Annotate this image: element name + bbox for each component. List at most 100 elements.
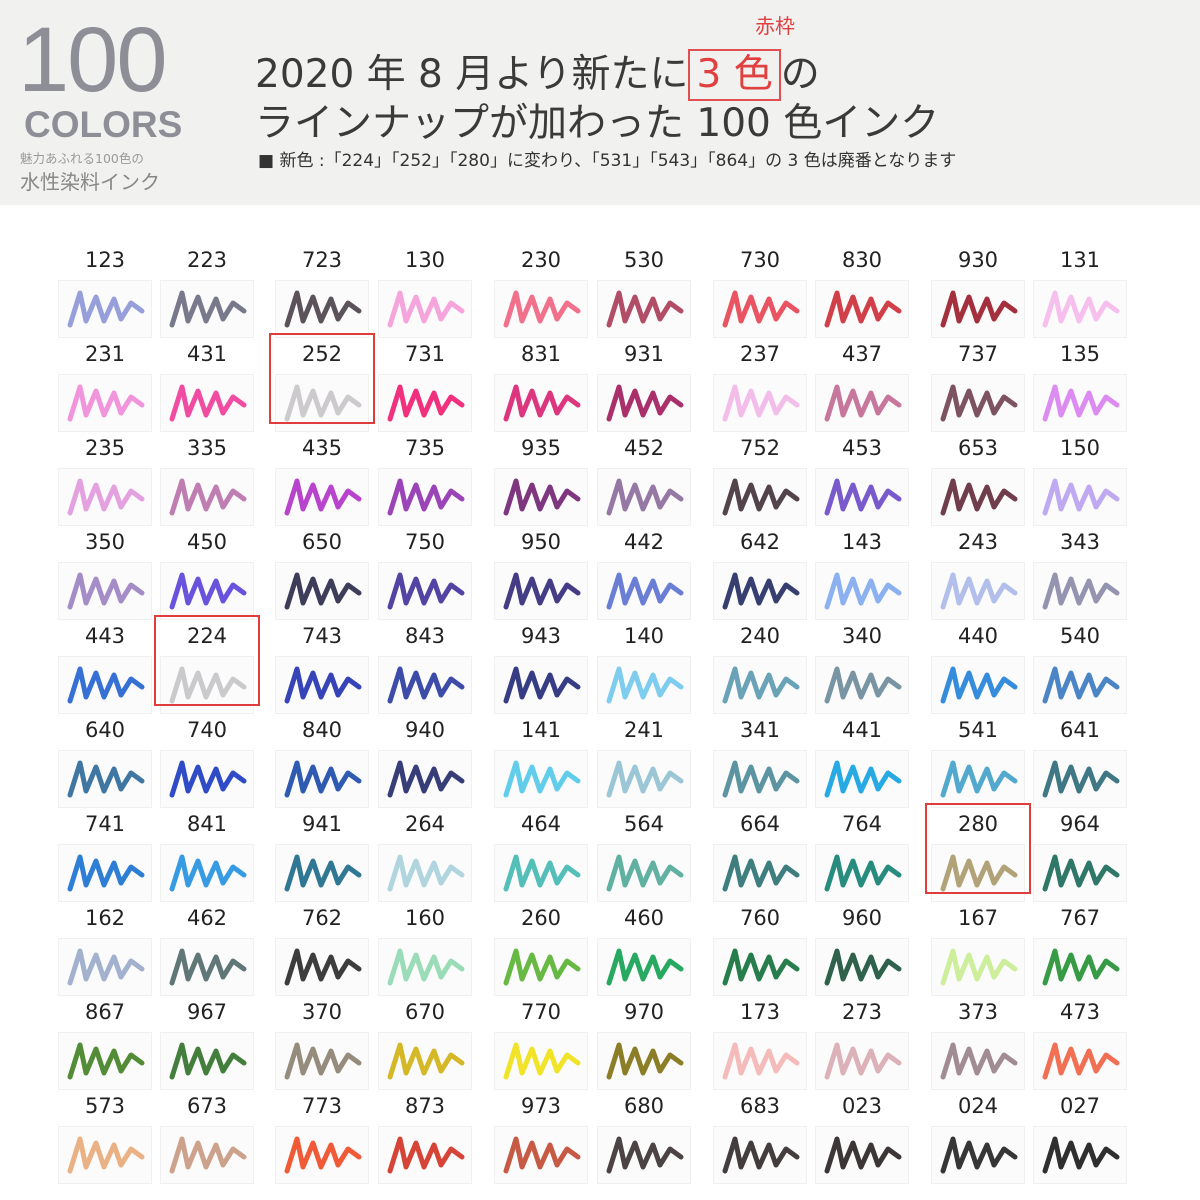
ink-swatch: 930: [928, 246, 1028, 338]
ink-squiggle: [722, 760, 800, 798]
ink-squiggle: [940, 290, 1018, 328]
ink-code: 873: [404, 1094, 446, 1118]
ink-swatch: 123: [55, 246, 155, 338]
ink-swatch: 764: [812, 810, 912, 902]
ink-squiggle: [824, 666, 902, 704]
ink-squiggle: [606, 1042, 684, 1080]
ink-swatch: 743: [272, 622, 372, 714]
ink-code: 135: [1059, 342, 1101, 366]
ink-squiggle: [169, 854, 247, 892]
ink-squiggle: [387, 478, 465, 516]
ink-squiggle: [284, 760, 362, 798]
ink-stroke: [275, 750, 369, 808]
ink-squiggle: [722, 854, 800, 892]
ink-squiggle: [606, 1136, 684, 1174]
ink-stroke: [58, 1032, 152, 1090]
ink-swatch: 640: [55, 716, 155, 808]
ink-squiggle: [824, 854, 902, 892]
ink-swatch: 573: [55, 1092, 155, 1184]
ink-code: 237: [739, 342, 781, 366]
ink-swatch: 680: [594, 1092, 694, 1184]
ink-squiggle: [503, 478, 581, 516]
ink-code: 764: [841, 812, 883, 836]
ink-stroke: [160, 1032, 254, 1090]
ink-code: 673: [186, 1094, 228, 1118]
ink-swatch: 723: [272, 246, 372, 338]
ink-swatch: 130: [375, 246, 475, 338]
ink-swatch: 770: [491, 998, 591, 1090]
ink-swatch: 683: [710, 1092, 810, 1184]
ink-swatch: 750: [375, 528, 475, 620]
ink-code: 740: [186, 718, 228, 742]
ink-code: 240: [739, 624, 781, 648]
ink-swatch: 767: [1030, 904, 1130, 996]
ink-swatch: 150: [1030, 434, 1130, 526]
ink-code: 340: [841, 624, 883, 648]
ink-swatch: 530: [594, 246, 694, 338]
ink-stroke: [713, 1032, 807, 1090]
ink-code: 160: [404, 906, 446, 930]
ink-squiggle: [503, 948, 581, 986]
ink-stroke: [931, 280, 1025, 338]
ink-swatch: 867: [55, 998, 155, 1090]
subtitle: 水性染料インク: [20, 170, 160, 194]
ink-squiggle: [824, 290, 902, 328]
ink-code: 460: [623, 906, 665, 930]
ink-code: 723: [301, 248, 343, 272]
ink-stroke: [58, 938, 152, 996]
ink-code: 653: [957, 436, 999, 460]
ink-stroke: [931, 1032, 1025, 1090]
ink-stroke: [378, 750, 472, 808]
ink-stroke: [597, 844, 691, 902]
ink-swatch: 440: [928, 622, 1028, 714]
ink-swatch: 340: [812, 622, 912, 714]
ink-stroke: [815, 562, 909, 620]
ink-swatch: 135: [1030, 340, 1130, 432]
ink-stroke: [494, 938, 588, 996]
ink-squiggle: [169, 290, 247, 328]
ink-swatch: 473: [1030, 998, 1130, 1090]
title-line-2: ラインナップが加わった 100 色インク: [255, 101, 940, 146]
ink-stroke: [58, 280, 152, 338]
ink-swatch: 960: [812, 904, 912, 996]
ink-stroke: [713, 656, 807, 714]
ink-swatch: 840: [272, 716, 372, 808]
ink-swatch: 441: [812, 716, 912, 808]
ink-code: 540: [1059, 624, 1101, 648]
ink-squiggle: [824, 478, 902, 516]
ink-swatch: 237: [710, 340, 810, 432]
ink-code: 141: [520, 718, 562, 742]
ink-swatch: 673: [157, 1092, 257, 1184]
ink-stroke: [597, 656, 691, 714]
ink-squiggle: [387, 854, 465, 892]
ink-swatch: 223: [157, 246, 257, 338]
ink-stroke: [494, 1126, 588, 1184]
ink-code: 741: [84, 812, 126, 836]
ink-code: 264: [404, 812, 446, 836]
ink-squiggle: [284, 666, 362, 704]
ink-code: 140: [623, 624, 665, 648]
ink-swatch: 737: [928, 340, 1028, 432]
ink-code: 931: [623, 342, 665, 366]
ink-stroke: [160, 280, 254, 338]
ink-squiggle: [503, 666, 581, 704]
ink-code: 650: [301, 530, 343, 554]
ink-swatch: 450: [157, 528, 257, 620]
ink-stroke: [1033, 374, 1127, 432]
ink-code: 462: [186, 906, 228, 930]
ink-code: 130: [404, 248, 446, 272]
ink-swatch: 830: [812, 246, 912, 338]
ink-swatch: 264: [375, 810, 475, 902]
ink-code: 564: [623, 812, 665, 836]
ink-code: 167: [957, 906, 999, 930]
title-line-1: 2020 年 8 月より新たに 3 色の: [255, 43, 820, 101]
ink-stroke: [713, 750, 807, 808]
ink-swatch: 230: [491, 246, 591, 338]
ink-squiggle: [387, 666, 465, 704]
ink-swatch: 024: [928, 1092, 1028, 1184]
ink-squiggle: [1042, 1136, 1120, 1174]
ink-swatch: 831: [491, 340, 591, 432]
ink-swatch: 143: [812, 528, 912, 620]
ink-stroke: [275, 844, 369, 902]
ink-squiggle: [722, 1136, 800, 1174]
